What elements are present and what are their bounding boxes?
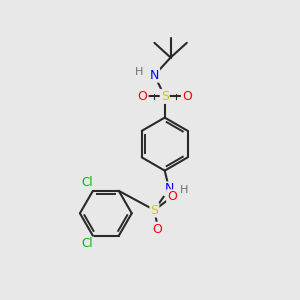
Text: O: O bbox=[167, 190, 177, 203]
Text: Cl: Cl bbox=[81, 176, 93, 189]
Text: N: N bbox=[150, 69, 159, 82]
Text: H: H bbox=[135, 67, 143, 77]
Text: H: H bbox=[180, 185, 189, 195]
Text: Cl: Cl bbox=[82, 238, 93, 250]
Text: O: O bbox=[152, 223, 162, 236]
Text: O: O bbox=[182, 90, 192, 103]
Text: S: S bbox=[150, 204, 158, 217]
Text: O: O bbox=[138, 90, 148, 103]
Text: S: S bbox=[161, 90, 169, 103]
Text: N: N bbox=[164, 182, 174, 195]
